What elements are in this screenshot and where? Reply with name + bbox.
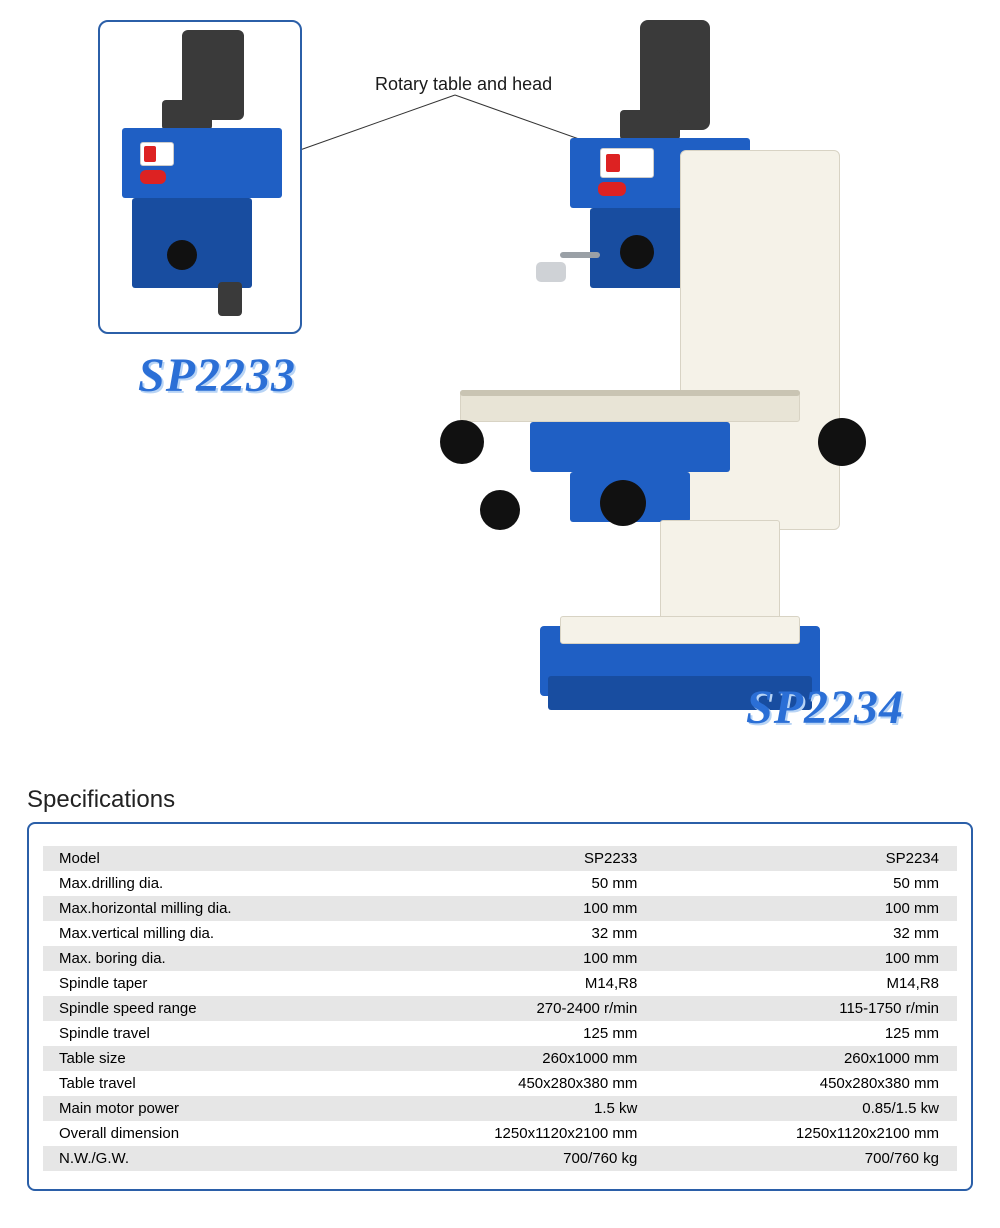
spec-value-col1: 700/760 kg <box>354 1146 656 1171</box>
spec-value-col1: M14,R8 <box>354 971 656 996</box>
spec-value-col1: 1.5 kw <box>354 1096 656 1121</box>
table-row: Overall dimension1250x1120x2100 mm1250x1… <box>43 1121 957 1146</box>
spec-label: Spindle travel <box>43 1021 354 1046</box>
spec-value-col2: 0.85/1.5 kw <box>655 1096 957 1121</box>
model-label-sp2234: SP2234 <box>746 680 904 735</box>
spec-value-col1: 125 mm <box>354 1021 656 1046</box>
table-row: Spindle taperM14,R8M14,R8 <box>43 971 957 996</box>
spec-label: Max. boring dia. <box>43 946 354 971</box>
spec-value-col2: 1250x1120x2100 mm <box>655 1121 957 1146</box>
spec-value-col2: SP2234 <box>655 846 957 871</box>
spec-label: Max.horizontal milling dia. <box>43 896 354 921</box>
spec-value-col1: SP2233 <box>354 846 656 871</box>
spec-label: Table travel <box>43 1071 354 1096</box>
spec-label: Table size <box>43 1046 354 1071</box>
spec-label: Max.drilling dia. <box>43 871 354 896</box>
model-label-sp2233: SP2233 <box>138 348 296 403</box>
table-row: Main motor power1.5 kw0.85/1.5 kw <box>43 1096 957 1121</box>
spec-value-col2: 115-1750 r/min <box>655 996 957 1021</box>
spec-value-col1: 450x280x380 mm <box>354 1071 656 1096</box>
spec-value-col1: 270-2400 r/min <box>354 996 656 1021</box>
machine-sp2234 <box>440 20 880 730</box>
spec-value-col2: 32 mm <box>655 921 957 946</box>
table-row: Table size260x1000 mm260x1000 mm <box>43 1046 957 1071</box>
spec-value-col1: 100 mm <box>354 946 656 971</box>
spec-label: Overall dimension <box>43 1121 354 1146</box>
spec-value-col2: 260x1000 mm <box>655 1046 957 1071</box>
table-row: Max.vertical milling dia.32 mm32 mm <box>43 921 957 946</box>
spec-value-col2: M14,R8 <box>655 971 957 996</box>
spec-value-col2: 100 mm <box>655 946 957 971</box>
spec-label: Model <box>43 846 354 871</box>
specs-title: Specifications <box>27 786 973 814</box>
spec-label: Main motor power <box>43 1096 354 1121</box>
table-row: Spindle speed range270-2400 r/min115-175… <box>43 996 957 1021</box>
specifications-section: Specifications ModelSP2233SP2234Max.dril… <box>27 786 973 1191</box>
spec-value-col2: 100 mm <box>655 896 957 921</box>
spec-value-col2: 700/760 kg <box>655 1146 957 1171</box>
spec-value-col2: 125 mm <box>655 1021 957 1046</box>
table-row: N.W./G.W.700/760 kg700/760 kg <box>43 1146 957 1171</box>
machine-sp2233-head <box>112 30 288 320</box>
spec-value-col2: 50 mm <box>655 871 957 896</box>
table-row: ModelSP2233SP2234 <box>43 846 957 871</box>
spec-label: Max.vertical milling dia. <box>43 921 354 946</box>
spec-label: N.W./G.W. <box>43 1146 354 1171</box>
spec-value-col1: 1250x1120x2100 mm <box>354 1121 656 1146</box>
spec-value-col2: 450x280x380 mm <box>655 1071 957 1096</box>
spec-value-col1: 32 mm <box>354 921 656 946</box>
spec-value-col1: 50 mm <box>354 871 656 896</box>
spec-label: Spindle taper <box>43 971 354 996</box>
spec-value-col1: 260x1000 mm <box>354 1046 656 1071</box>
table-row: Max.horizontal milling dia.100 mm100 mm <box>43 896 957 921</box>
spec-label: Spindle speed range <box>43 996 354 1021</box>
spec-value-col1: 100 mm <box>354 896 656 921</box>
specs-table: ModelSP2233SP2234Max.drilling dia.50 mm5… <box>43 846 957 1171</box>
table-row: Spindle travel125 mm125 mm <box>43 1021 957 1046</box>
product-illustration-area: Rotary table and head SP2233 <box>0 0 1000 760</box>
table-row: Table travel450x280x380 mm450x280x380 mm <box>43 1071 957 1096</box>
specs-box: ModelSP2233SP2234Max.drilling dia.50 mm5… <box>27 822 973 1191</box>
table-row: Max.drilling dia.50 mm50 mm <box>43 871 957 896</box>
table-row: Max. boring dia.100 mm100 mm <box>43 946 957 971</box>
